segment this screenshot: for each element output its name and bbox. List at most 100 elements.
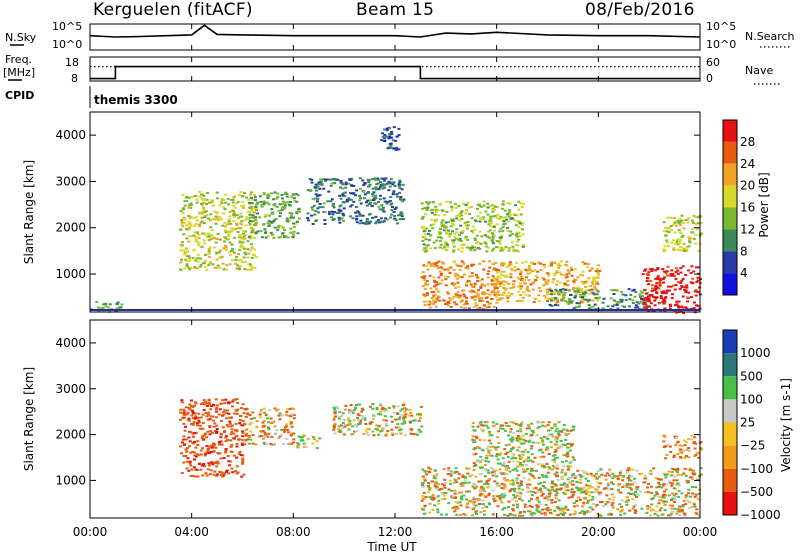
range-gate-cell bbox=[286, 408, 289, 411]
range-gate-cell bbox=[489, 442, 493, 445]
range-gate-cell bbox=[659, 499, 663, 502]
range-gate-cell bbox=[235, 445, 239, 448]
range-gate-cell bbox=[429, 468, 433, 471]
range-gate-cell bbox=[544, 503, 548, 506]
range-gate-cell bbox=[456, 507, 460, 510]
range-gate-cell bbox=[690, 296, 693, 299]
range-gate-cell bbox=[437, 502, 441, 505]
range-gate-cell bbox=[518, 514, 522, 517]
colorbar-swatch bbox=[723, 353, 737, 377]
range-gate-cell bbox=[682, 449, 685, 452]
range-gate-cell bbox=[384, 177, 388, 180]
range-gate-cell bbox=[511, 508, 515, 510]
range-gate-cell bbox=[438, 240, 442, 243]
range-gate-cell bbox=[215, 431, 218, 434]
range-gate-cell bbox=[440, 209, 444, 212]
range-gate-cell bbox=[289, 434, 293, 437]
range-gate-cell bbox=[440, 225, 444, 227]
range-gate-cell bbox=[484, 220, 487, 223]
range-gate-cell bbox=[425, 293, 429, 296]
range-gate-cell bbox=[224, 249, 228, 251]
range-gate-cell bbox=[584, 471, 588, 474]
range-gate-cell bbox=[454, 295, 458, 298]
range-gate-cell bbox=[283, 207, 287, 210]
range-gate-cell bbox=[471, 485, 475, 488]
range-gate-cell bbox=[500, 472, 504, 475]
range-gate-cell bbox=[528, 272, 532, 275]
range-gate-cell bbox=[298, 210, 302, 213]
range-gate-cell bbox=[585, 280, 589, 283]
range-gate-cell bbox=[516, 430, 520, 433]
range-gate-cell bbox=[518, 463, 522, 466]
range-gate-cell bbox=[664, 292, 668, 295]
range-gate-cell bbox=[521, 222, 525, 225]
range-gate-cell bbox=[507, 215, 511, 218]
range-gate-cell bbox=[423, 477, 427, 480]
range-gate-cell bbox=[439, 282, 443, 285]
range-gate-cell bbox=[459, 504, 463, 507]
range-gate-cell bbox=[535, 506, 539, 509]
range-gate-cell bbox=[209, 430, 213, 433]
range-gate-cell bbox=[227, 472, 231, 475]
range-gate-cell bbox=[519, 450, 522, 453]
range-gate-cell bbox=[383, 134, 387, 136]
colorbar-swatch bbox=[723, 399, 737, 423]
range-gate-cell bbox=[473, 295, 477, 298]
range-gate-cell bbox=[621, 486, 625, 488]
range-gate-cell bbox=[551, 281, 555, 284]
range-gate-cell bbox=[434, 284, 438, 287]
range-gate-cell bbox=[684, 247, 687, 250]
range-gate-cell bbox=[183, 204, 187, 207]
range-gate-cell bbox=[556, 514, 560, 517]
range-gate-cell bbox=[428, 229, 432, 232]
range-gate-cell bbox=[238, 422, 242, 424]
range-gate-cell bbox=[633, 512, 637, 514]
range-gate-cell bbox=[594, 280, 598, 283]
range-gate-cell bbox=[472, 506, 476, 509]
range-gate-cell bbox=[637, 494, 641, 497]
range-gate-cell bbox=[489, 225, 493, 228]
range-gate-cell bbox=[670, 484, 674, 487]
range-gate-cell bbox=[313, 213, 317, 216]
range-gate-cell bbox=[609, 512, 613, 515]
range-gate-cell bbox=[688, 240, 692, 243]
range-gate-cell bbox=[664, 457, 667, 460]
range-gate-cell bbox=[677, 484, 681, 487]
range-gate-cell bbox=[461, 481, 465, 484]
range-gate-cell bbox=[446, 276, 450, 279]
range-gate-cell bbox=[509, 421, 513, 423]
range-gate-cell bbox=[456, 290, 460, 293]
range-gate-cell bbox=[529, 469, 533, 472]
range-gate-cell bbox=[659, 297, 663, 299]
range-gate-cell bbox=[664, 234, 668, 237]
range-gate-cell bbox=[567, 302, 571, 305]
range-gate-cell bbox=[455, 481, 459, 483]
range-gate-cell bbox=[481, 487, 485, 490]
range-gate-cell bbox=[656, 514, 660, 517]
range-gate-cell bbox=[688, 501, 692, 504]
range-gate-cell bbox=[213, 246, 217, 249]
range-gate-cell bbox=[681, 277, 685, 280]
range-gate-cell bbox=[678, 245, 682, 248]
range-gate-cell bbox=[244, 434, 248, 437]
range-gate-cell bbox=[436, 511, 440, 514]
range-gate-cell bbox=[558, 509, 562, 512]
range-gate-cell bbox=[95, 301, 99, 303]
range-gate-cell bbox=[493, 292, 497, 295]
range-gate-cell bbox=[620, 505, 624, 508]
range-gate-cell bbox=[545, 497, 549, 500]
range-gate-cell bbox=[385, 129, 389, 132]
range-gate-cell bbox=[339, 180, 343, 182]
range-gate-cell bbox=[596, 487, 600, 490]
range-gate-cell bbox=[276, 228, 280, 231]
range-gate-cell bbox=[341, 201, 345, 204]
range-gate-cell bbox=[443, 486, 447, 489]
range-gate-cell bbox=[432, 474, 436, 477]
range-gate-cell bbox=[492, 204, 496, 207]
range-gate-cell bbox=[189, 224, 193, 227]
range-gate-cell bbox=[631, 289, 635, 292]
range-gate-cell bbox=[374, 194, 378, 197]
range-gate-cell bbox=[373, 177, 377, 180]
range-gate-cell bbox=[483, 234, 487, 237]
range-gate-cell bbox=[527, 510, 530, 513]
